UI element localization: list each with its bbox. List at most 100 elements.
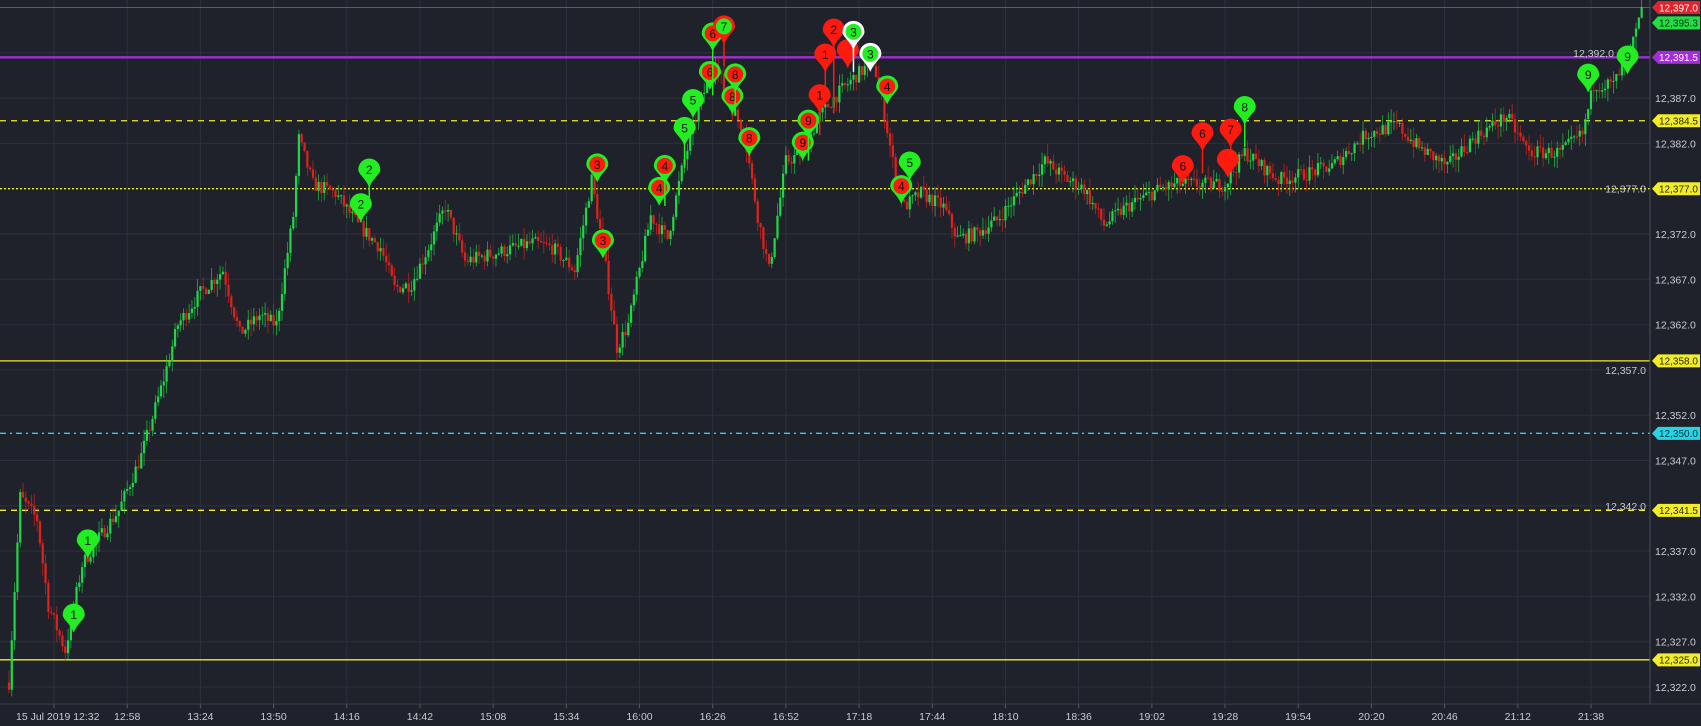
marker-label: 9 bbox=[805, 114, 812, 128]
candle-body bbox=[613, 310, 616, 325]
candle-body bbox=[193, 306, 196, 309]
candle-body bbox=[221, 271, 224, 275]
candle-body bbox=[1344, 151, 1348, 158]
candle-body bbox=[83, 554, 87, 568]
time-axis[interactable]: 15 Jul 2019 12:32 12:58 13:24 13:50 14:16 14:… bbox=[0, 703, 1701, 723]
candle-body bbox=[587, 201, 590, 208]
candle-body bbox=[376, 242, 379, 252]
marker-dot bbox=[811, 87, 828, 104]
candle-body bbox=[7, 682, 11, 690]
price-tag: 12,384.5 bbox=[1652, 114, 1700, 128]
candle-body bbox=[821, 107, 824, 113]
candle-body bbox=[1026, 179, 1030, 185]
candle-body bbox=[1620, 63, 1624, 76]
candle-body bbox=[1280, 172, 1283, 184]
candle-body bbox=[658, 224, 661, 235]
signal-marker: 8 bbox=[721, 85, 744, 115]
candle-body bbox=[1108, 221, 1111, 225]
candle-body bbox=[705, 81, 709, 93]
price-tag: 12,325.0 bbox=[1652, 653, 1700, 667]
candle-body bbox=[213, 280, 216, 285]
candle-body bbox=[131, 482, 134, 488]
candle-body bbox=[720, 70, 723, 74]
marker-dot bbox=[727, 66, 744, 83]
candle-body bbox=[1209, 177, 1213, 189]
candle-body bbox=[1499, 114, 1503, 127]
x-tick-label: 17:44 bbox=[919, 711, 945, 723]
candle-body bbox=[531, 238, 534, 244]
signal-marker: 5 bbox=[682, 89, 705, 119]
candle-body bbox=[1201, 182, 1204, 188]
candle-body bbox=[1257, 159, 1260, 167]
candle-body bbox=[663, 225, 666, 230]
candle-body bbox=[629, 305, 633, 323]
candle-body bbox=[269, 314, 272, 321]
candle-body bbox=[75, 587, 78, 608]
candle-body bbox=[984, 230, 987, 234]
candle-body bbox=[903, 199, 906, 202]
candle-body bbox=[368, 228, 371, 241]
candle-body bbox=[154, 402, 157, 419]
candle-body bbox=[1398, 122, 1401, 124]
x-tick-label: 15 Jul 2019 12:32 bbox=[16, 711, 100, 723]
candle-body bbox=[179, 320, 182, 326]
candle-body bbox=[24, 497, 27, 502]
candle-body bbox=[776, 215, 779, 239]
candle-body bbox=[615, 324, 619, 353]
marker-dot bbox=[741, 130, 758, 147]
candle-body bbox=[1330, 163, 1334, 169]
candle-body bbox=[300, 134, 303, 143]
candle-body bbox=[697, 104, 700, 122]
candle-body bbox=[593, 174, 596, 195]
x-tick-label: 14:42 bbox=[407, 711, 433, 723]
candle-body bbox=[829, 107, 833, 109]
candle-body bbox=[78, 582, 81, 588]
candle-body bbox=[1086, 190, 1089, 195]
candle-body bbox=[489, 249, 492, 257]
candle-body bbox=[827, 104, 830, 108]
candle-body bbox=[1271, 173, 1274, 179]
candle-body bbox=[410, 290, 413, 292]
candle-body bbox=[1195, 178, 1198, 187]
candle-body bbox=[1468, 138, 1472, 153]
candle-body bbox=[841, 83, 844, 86]
candle-body bbox=[863, 66, 866, 76]
candle-body bbox=[1392, 121, 1396, 123]
candle-body bbox=[925, 189, 928, 203]
candle-body bbox=[1429, 148, 1432, 152]
candle-body bbox=[979, 230, 982, 236]
candle-body bbox=[767, 253, 771, 264]
candle-body bbox=[956, 235, 959, 237]
candle-body bbox=[548, 243, 551, 246]
signal-marker: 4 bbox=[890, 175, 913, 205]
candle-body bbox=[157, 396, 160, 403]
candle-body bbox=[472, 256, 475, 263]
candle-body bbox=[970, 228, 973, 242]
candle-body bbox=[1575, 136, 1579, 138]
candle-body bbox=[1547, 147, 1550, 154]
candle-body bbox=[264, 312, 267, 315]
candle-body bbox=[936, 195, 940, 198]
candle-body bbox=[100, 528, 103, 533]
candle-body bbox=[765, 249, 768, 254]
x-tick-label: 14:16 bbox=[334, 711, 360, 723]
candle-body bbox=[475, 251, 478, 263]
candle-body bbox=[1632, 36, 1635, 48]
candle-body bbox=[950, 213, 954, 228]
price-tag: 12,397.0 bbox=[1652, 1, 1700, 14]
candle-body bbox=[1221, 190, 1224, 192]
price-axis[interactable]: 12,322.0 12,327.0 12,332.0 12,337.0 12,342.0… bbox=[1573, 0, 1696, 704]
candle-body bbox=[64, 646, 67, 654]
candle-body bbox=[238, 320, 241, 327]
candle-body bbox=[1243, 148, 1246, 156]
candle-body bbox=[466, 260, 469, 263]
signal-marker: 2 bbox=[349, 193, 372, 223]
candle-body bbox=[855, 74, 858, 83]
candle-body bbox=[241, 326, 244, 334]
candle-body bbox=[1443, 157, 1446, 165]
marker-dot bbox=[862, 45, 879, 62]
candle-body bbox=[283, 268, 286, 295]
candle-body bbox=[171, 346, 174, 362]
candle-body bbox=[1451, 153, 1455, 157]
